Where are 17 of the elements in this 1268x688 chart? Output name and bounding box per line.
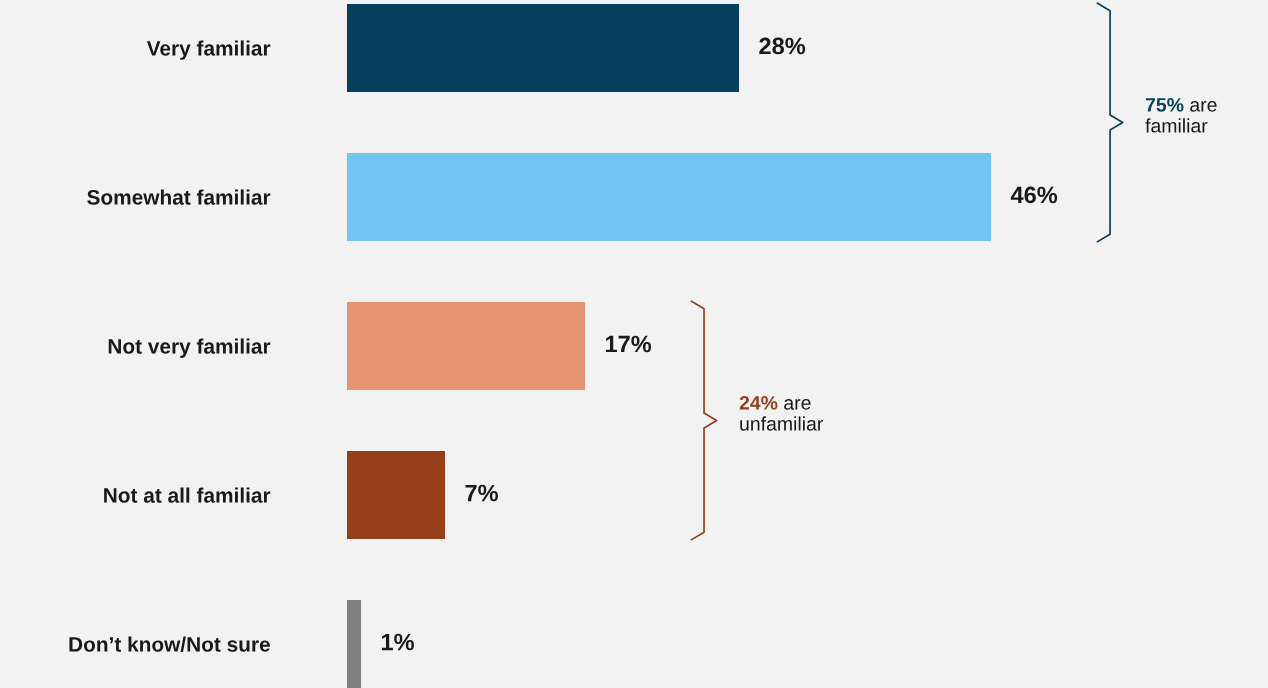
y-tick-label: Don’t know/Not sure	[69, 636, 270, 653]
bar	[347, 153, 992, 241]
data-label: 28%	[759, 37, 806, 55]
data-label: 1%	[381, 633, 414, 651]
y-tick-label: Not very familiar	[108, 338, 271, 358]
y-tick-label: Not at all familiar	[104, 487, 271, 503]
annotation: 24% are unfamiliar	[739, 395, 823, 431]
y-tick-label: Somewhat familiar	[87, 189, 271, 205]
data-label: 7%	[465, 484, 498, 502]
data-label: 46%	[1010, 186, 1058, 204]
bar	[347, 4, 740, 92]
bar	[347, 451, 446, 539]
text: 75% are familiar	[1145, 97, 1217, 133]
bar	[347, 600, 361, 688]
bar	[347, 302, 586, 390]
data-label: 17%	[605, 335, 652, 353]
y-tick-label: Very familiar	[146, 40, 271, 60]
